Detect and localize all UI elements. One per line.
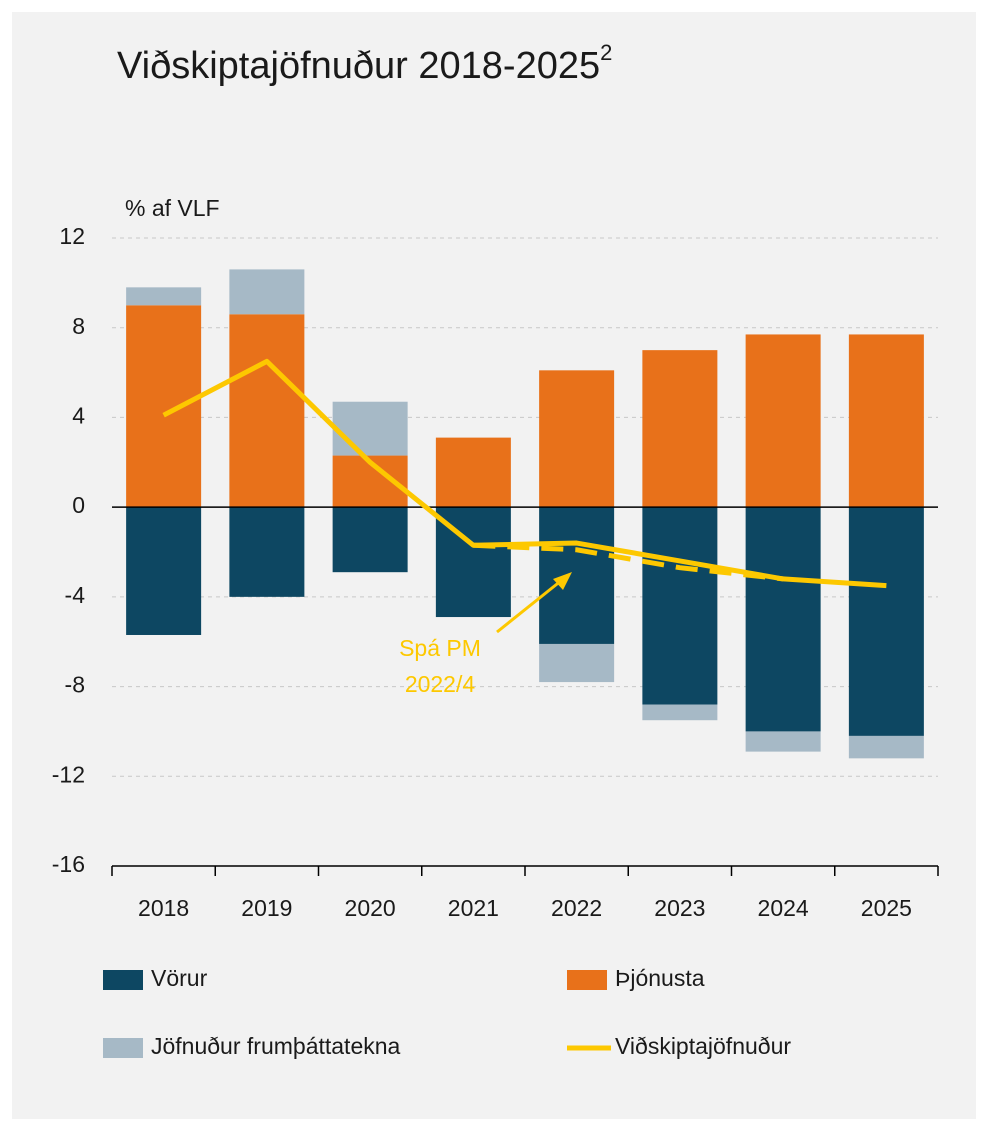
bar <box>229 507 305 597</box>
bar <box>435 437 511 508</box>
x-tick-label: 2020 <box>345 895 396 921</box>
bar <box>745 507 821 732</box>
annotation-arrow <box>496 578 563 634</box>
x-tick-label: 2021 <box>448 895 499 921</box>
bar <box>126 507 202 635</box>
bar <box>745 334 821 508</box>
bar <box>539 507 615 644</box>
bar <box>848 735 924 759</box>
bar <box>642 350 718 508</box>
x-tick-label: 2025 <box>861 895 912 921</box>
y-tick-label: -12 <box>52 761 85 787</box>
bar <box>745 731 821 752</box>
annotation-text: 2022/4 <box>405 671 476 697</box>
legend-swatch <box>103 1038 143 1058</box>
x-tick-label: 2019 <box>241 895 292 921</box>
y-axis-label: % af VLF <box>125 195 220 221</box>
legend-label: Þjónusta <box>615 965 705 991</box>
bar <box>848 507 924 736</box>
bar <box>126 287 202 306</box>
bar <box>229 269 305 315</box>
y-tick-label: 12 <box>59 223 85 249</box>
bar <box>642 507 718 705</box>
legend-swatch <box>567 970 607 990</box>
legend-label: Jöfnuður frumþáttatekna <box>151 1033 401 1059</box>
y-tick-label: -4 <box>65 582 86 608</box>
y-tick-label: -16 <box>52 851 85 877</box>
legend-label: Viðskiptajöfnuður <box>615 1033 791 1059</box>
bar <box>126 305 202 508</box>
title-text: Viðskiptajöfnuður 2018-2025 <box>117 45 600 87</box>
annotation-text: Spá PM <box>399 635 481 661</box>
y-tick-label: 8 <box>72 313 85 339</box>
forecast-line <box>473 542 784 582</box>
title-note: 2 <box>600 40 612 65</box>
bar <box>848 334 924 508</box>
y-tick-label: 0 <box>72 492 85 518</box>
line <box>162 358 887 589</box>
y-tick-label: -8 <box>65 672 85 698</box>
bar <box>332 507 408 573</box>
legend-label: Vörur <box>151 965 208 991</box>
x-tick-label: 2022 <box>551 895 602 921</box>
bar <box>539 643 615 683</box>
legend-swatch <box>103 970 143 990</box>
arrow-head <box>553 572 572 590</box>
x-tick-label: 2024 <box>758 895 809 921</box>
bar <box>539 370 615 508</box>
bar <box>229 314 305 508</box>
x-tick-label: 2018 <box>138 895 189 921</box>
chart-title: Viðskiptajöfnuður 2018-20252 <box>117 40 612 87</box>
y-tick-label: 4 <box>72 403 85 429</box>
bar <box>332 401 408 456</box>
bar <box>642 704 718 721</box>
x-tick-label: 2023 <box>654 895 705 921</box>
